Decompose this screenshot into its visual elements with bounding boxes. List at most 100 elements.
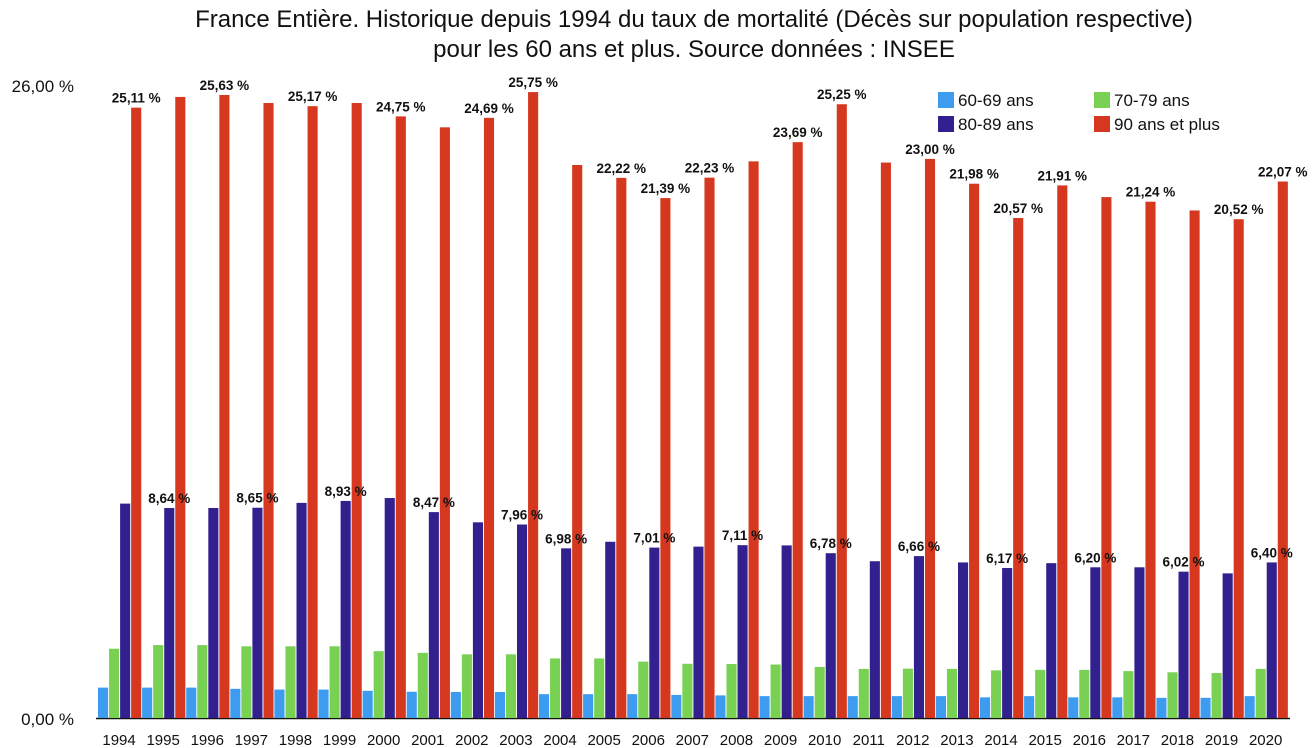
data-label-3-2020: 6,40 % — [1251, 545, 1293, 560]
bar-3-2004 — [561, 548, 572, 718]
legend-label-2: 70-79 ans — [1114, 91, 1190, 110]
data-label-3-2006: 7,01 % — [633, 531, 675, 546]
x-tick-1995: 1995 — [146, 732, 179, 748]
bar-1-1994 — [98, 687, 109, 718]
bar-1-2008 — [715, 695, 726, 718]
data-label-3-2010: 6,78 % — [810, 536, 852, 551]
bar-2-2014 — [991, 670, 1002, 718]
x-tick-2003: 2003 — [499, 732, 532, 748]
bar-2-2015 — [1035, 669, 1046, 718]
bar-4-2005 — [616, 177, 627, 718]
x-tick-2020: 2020 — [1249, 732, 1282, 748]
bar-3-2015 — [1046, 563, 1057, 718]
bar-3-1994 — [120, 503, 131, 718]
chart-title-line-1: France Entière. Historique depuis 1994 d… — [195, 6, 1193, 33]
x-tick-2008: 2008 — [720, 732, 753, 748]
bar-3-1999 — [340, 500, 351, 718]
bar-2-2011 — [858, 668, 869, 718]
bar-2-2016 — [1079, 669, 1090, 718]
bar-4-2001 — [439, 127, 450, 718]
x-tick-1997: 1997 — [235, 732, 268, 748]
bar-1-2017 — [1112, 697, 1123, 718]
bar-4-2018 — [1189, 210, 1200, 718]
bar-1-2007 — [671, 694, 682, 718]
bar-3-2011 — [869, 561, 880, 718]
data-label-4-2012: 23,00 % — [905, 142, 955, 157]
bar-1-2016 — [1068, 697, 1079, 718]
bar-3-2009 — [781, 545, 792, 718]
data-label-3-1999: 8,93 % — [325, 484, 367, 499]
bar-4-2006 — [660, 198, 671, 718]
x-tick-2018: 2018 — [1161, 732, 1194, 748]
bar-4-2011 — [880, 162, 891, 718]
bar-3-2003 — [517, 524, 528, 718]
bar-1-2013 — [935, 696, 946, 718]
bar-3-1995 — [164, 507, 175, 718]
bar-4-1999 — [351, 103, 362, 718]
x-tick-2006: 2006 — [632, 732, 665, 748]
bar-4-1997 — [263, 103, 274, 718]
bar-4-2012 — [924, 158, 936, 719]
x-tick-2014: 2014 — [984, 732, 1017, 748]
bar-1-2018 — [1156, 697, 1167, 718]
bar-4-1995 — [175, 96, 186, 718]
x-tick-labels: 1994 1995 1996 1997 1998 1999 2000 2001 2002 2003… — [102, 732, 1282, 748]
data-label-4-2002: 24,69 % — [464, 101, 514, 116]
legend-label-3: 80-89 ans — [958, 115, 1034, 134]
bar-1-2019 — [1200, 697, 1211, 718]
bar-4-2009 — [792, 142, 803, 718]
x-tick-1998: 1998 — [279, 732, 312, 748]
x-tick-1999: 1999 — [323, 732, 356, 748]
data-label-3-2014: 6,17 % — [986, 551, 1028, 566]
bar-1-2003 — [494, 691, 505, 718]
data-label-4-2020: 22,07 % — [1258, 165, 1308, 180]
x-tick-2012: 2012 — [896, 732, 929, 748]
bar-2-2013 — [946, 668, 958, 718]
bar-3-2018 — [1178, 571, 1189, 718]
bar-1-2014 — [980, 697, 991, 718]
data-label-3-2012: 6,66 % — [898, 539, 940, 554]
bar-4-2004 — [572, 165, 583, 718]
x-tick-2017: 2017 — [1117, 732, 1150, 748]
bar-1-2002 — [450, 691, 461, 718]
data-label-4-2009: 23,69 % — [773, 125, 823, 140]
bar-4-1996 — [219, 94, 230, 719]
legend-swatch-4 — [1094, 116, 1110, 132]
bar-3-2002 — [472, 522, 483, 718]
data-label-4-2000: 24,75 % — [376, 99, 426, 114]
bars-layer — [98, 92, 1288, 719]
x-tick-2015: 2015 — [1028, 732, 1061, 748]
bar-3-2001 — [428, 512, 439, 718]
bar-3-2000 — [384, 498, 395, 718]
bar-4-2010 — [836, 104, 847, 719]
bar-2-2008 — [726, 664, 737, 718]
x-tick-2010: 2010 — [808, 732, 841, 748]
bar-4-2002 — [483, 117, 495, 719]
bar-1-2009 — [759, 696, 770, 718]
legend: 60-69 ans 70-79 ans 80-89 ans 90 ans et plu… — [938, 91, 1220, 134]
bar-2-1999 — [329, 646, 340, 718]
data-label-3-2003: 7,96 % — [501, 508, 543, 523]
bar-3-2005 — [605, 541, 616, 718]
x-tick-2002: 2002 — [455, 732, 488, 748]
bar-2-1995 — [153, 645, 164, 718]
x-tick-2000: 2000 — [367, 732, 400, 748]
data-label-4-1994: 25,11 % — [112, 91, 161, 106]
x-tick-2004: 2004 — [543, 732, 576, 748]
bar-3-1996 — [208, 507, 219, 718]
bar-2-2018 — [1167, 672, 1178, 718]
x-tick-2005: 2005 — [587, 732, 620, 748]
data-labels-layer: 25,11 % 8,64 % 25,63 % 8,65 % 25,17 % 8,93 % 2… — [112, 75, 1308, 570]
bar-2-2006 — [638, 661, 649, 718]
bar-2-2002 — [461, 654, 472, 718]
data-label-4-2006: 21,39 % — [641, 181, 691, 196]
data-label-4-2013: 21,98 % — [949, 167, 999, 182]
x-tick-2001: 2001 — [411, 732, 444, 748]
bar-4-2013 — [969, 183, 980, 719]
data-label-3-2001: 8,47 % — [413, 495, 455, 510]
bar-2-2019 — [1211, 673, 1222, 718]
x-tick-2013: 2013 — [940, 732, 973, 748]
legend-label-4: 90 ans et plus — [1114, 115, 1220, 134]
bar-2-2003 — [505, 654, 517, 718]
